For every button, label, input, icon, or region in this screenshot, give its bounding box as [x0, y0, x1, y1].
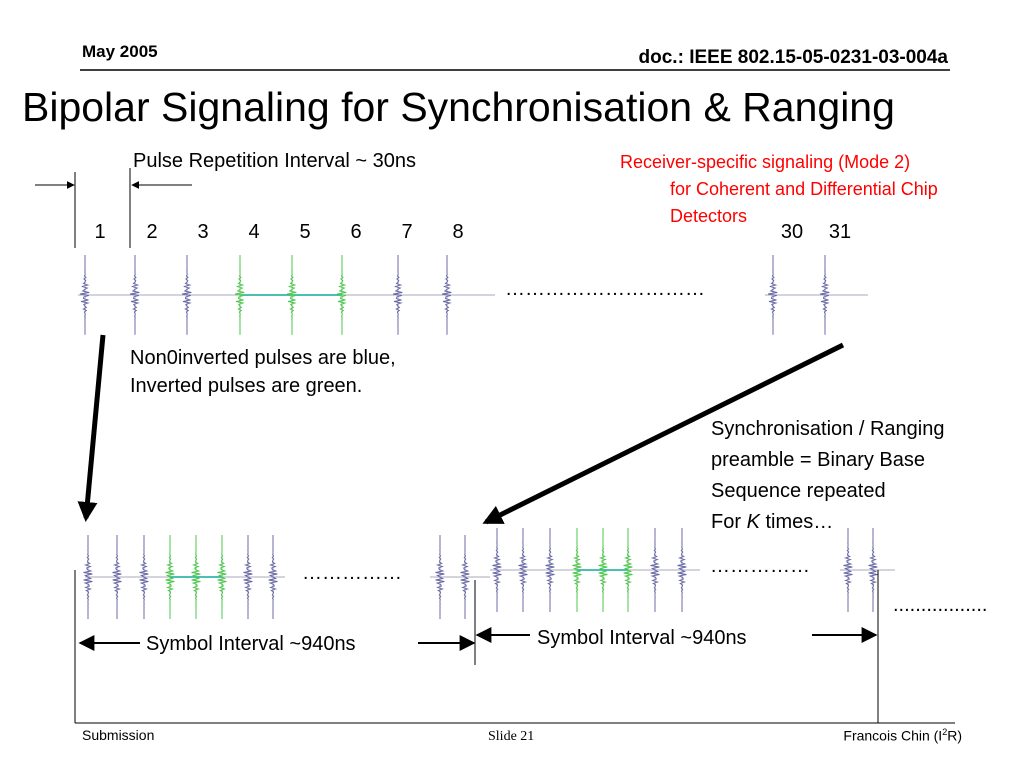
pulse: [217, 535, 227, 619]
pulse-number: 7: [401, 221, 413, 243]
mode-note: Detectors: [670, 206, 748, 226]
pulse: [268, 535, 278, 619]
pulse-number: 6: [350, 221, 362, 243]
pulse: [287, 255, 297, 335]
mode-note: Receiver-specific signaling (Mode 2): [620, 152, 911, 172]
pulse-number: 4: [248, 221, 260, 243]
thick-arrow: [77, 334, 106, 522]
pulse-number: 1: [94, 221, 106, 243]
text: Francois Chin (I: [843, 727, 943, 744]
pulse-number: 8: [452, 221, 464, 243]
pulse: [130, 255, 140, 335]
pulse-number: 3: [197, 221, 209, 243]
pulse: [650, 528, 660, 612]
pulse-number: 31: [828, 221, 852, 243]
doc-id: doc.: IEEE 802.15-05-0231-03-004a: [638, 47, 948, 68]
pulse: [492, 528, 502, 612]
interval-label: Pulse Repetition Interval ~ 30ns: [133, 150, 416, 172]
pulse: [768, 255, 778, 335]
pulse: [868, 528, 878, 612]
pulse: [191, 535, 201, 619]
preamble-line: Sequence repeated: [711, 480, 886, 502]
pulse: [460, 535, 470, 619]
preamble-line: Synchronisation / Ranging: [711, 418, 945, 440]
footer-left: Submission: [82, 727, 155, 743]
pulse: [677, 528, 687, 612]
date: May 2005: [82, 42, 158, 61]
symbol-interval: Symbol Interval ~940ns: [537, 627, 747, 649]
pulse: [518, 528, 528, 612]
footer-right: Francois Chin (I2R): [843, 727, 962, 744]
pulse: [598, 528, 608, 612]
pulse: [112, 535, 122, 619]
ellipsis: …………………………: [505, 278, 705, 300]
ellipsis: .................: [893, 594, 988, 616]
preamble-note: Synchronisation / Ranging preamble = Bin…: [711, 414, 944, 538]
pulse: [442, 255, 452, 335]
legend-note: Non0inverted pulses are blue, Inverted pu…: [130, 344, 396, 400]
pulse: [545, 528, 555, 612]
pulse: [80, 255, 90, 335]
pulse: [623, 528, 633, 612]
pulse: [165, 535, 175, 619]
italic: K: [746, 511, 760, 533]
text: For: [711, 511, 747, 533]
text: R): [947, 727, 962, 744]
pulse: [235, 255, 245, 335]
legend-line: Non0inverted pulses are blue,: [130, 347, 396, 369]
ellipsis: ……………: [302, 562, 402, 584]
pulse: [435, 535, 445, 619]
pulse: [393, 255, 403, 335]
preamble-line: For K times…: [711, 507, 944, 538]
pulse-trains: [78, 255, 895, 619]
pulse: [243, 535, 253, 619]
title: Bipolar Signaling for Synchronisation & …: [22, 84, 895, 130]
pulse-number: 30: [780, 221, 804, 243]
pulse: [337, 255, 347, 335]
pulse: [843, 528, 853, 612]
pulse: [182, 255, 192, 335]
pulse: [139, 535, 149, 619]
symbol-interval: Symbol Interval ~940ns: [146, 633, 356, 655]
pulse: [820, 255, 830, 335]
thick-arrow: [482, 342, 845, 525]
text: times…: [759, 511, 834, 533]
pulse-number: 5: [299, 221, 311, 243]
footer-center: Slide 21: [488, 729, 535, 744]
mode-note: for Coherent and Differential Chip: [670, 179, 938, 199]
preamble-line: preamble = Binary Base: [711, 449, 926, 471]
pulse-number: 2: [146, 221, 158, 243]
sup: 2: [942, 727, 948, 737]
legend-line: Inverted pulses are green.: [130, 375, 363, 397]
pulse: [572, 528, 582, 612]
pulse: [83, 535, 93, 619]
ellipsis: ……………: [710, 555, 810, 577]
